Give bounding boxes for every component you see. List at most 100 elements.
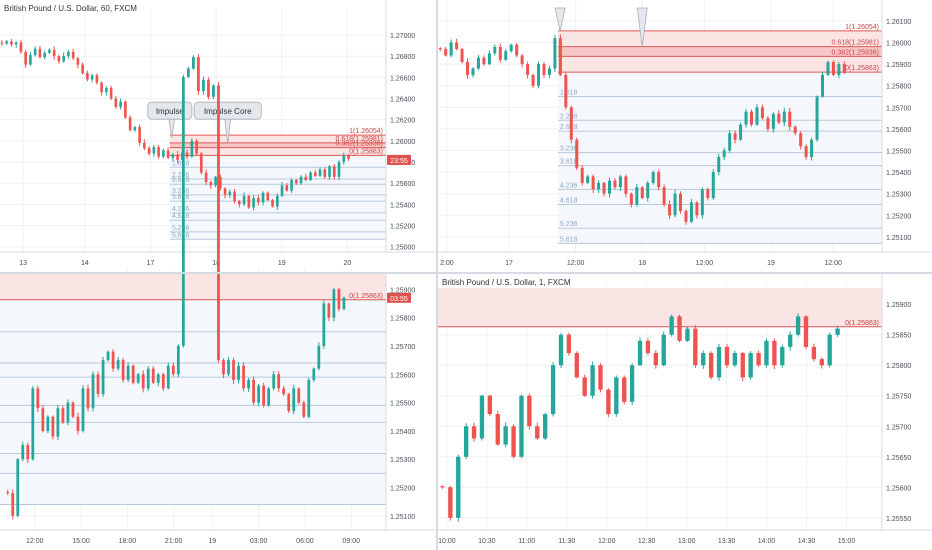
- chart-panel-hourly[interactable]: 1(1.26054) 0.618(1.25981) 0.382(1.25936) 0(…: [0, 0, 436, 272]
- candle-body: [151, 368, 155, 383]
- candle-body: [624, 176, 628, 194]
- candle-body: [793, 126, 797, 134]
- candle-body: [553, 38, 557, 69]
- candle-body: [237, 365, 240, 380]
- x-tick-label: 13: [19, 260, 27, 267]
- x-tick-label: 11:30: [558, 538, 575, 545]
- fib-level-label: 2.618: [172, 177, 190, 184]
- candle-body: [622, 377, 627, 402]
- y-tick-label: 1.25600: [390, 372, 415, 379]
- candle-body: [668, 204, 672, 216]
- candle-body: [535, 426, 540, 439]
- y-tick-label: 1.25400: [886, 170, 911, 177]
- x-tick-label: 12:00: [26, 538, 44, 545]
- candle-body: [342, 297, 346, 310]
- fib-level-label: 3.236: [172, 188, 190, 195]
- candle-body: [782, 111, 786, 123]
- candle-body: [181, 76, 185, 346]
- y-tick-label: 1.25200: [390, 224, 415, 231]
- y-tick-label: 1.25100: [390, 514, 415, 521]
- candle-body: [766, 118, 770, 129]
- price-badge-label: 23:55: [390, 158, 408, 165]
- candle-body: [61, 408, 65, 423]
- fib-level-label: 4.236: [560, 182, 578, 189]
- candle-body: [716, 346, 722, 378]
- candle-body: [212, 85, 215, 97]
- vertical-divider[interactable]: [436, 0, 438, 550]
- y-tick-label: 1.25300: [886, 192, 911, 199]
- y-tick-label: 1.25900: [886, 302, 911, 309]
- candle-body: [96, 374, 100, 395]
- x-tick-label: 10:30: [478, 538, 496, 545]
- price-badge: [387, 292, 411, 303]
- candle-body: [449, 42, 453, 56]
- candle-body: [662, 187, 666, 205]
- candle-body: [519, 395, 524, 457]
- candle-body: [803, 316, 809, 347]
- candle-body: [328, 166, 331, 177]
- candle-body: [487, 395, 493, 415]
- candle-body: [141, 374, 145, 389]
- candle-body: [547, 68, 551, 75]
- price-badge: [387, 154, 411, 165]
- candle-body: [711, 172, 715, 199]
- x-tick-label: 18:00: [119, 538, 137, 545]
- candle-body: [95, 75, 99, 83]
- fib-level-label: 1(1.26054): [349, 128, 383, 135]
- x-tick-label: 12:30: [638, 538, 656, 545]
- candle-body: [57, 56, 61, 62]
- candle-body: [119, 101, 122, 107]
- candle-body: [56, 408, 60, 437]
- candle-body: [124, 101, 127, 118]
- candle-body: [33, 48, 37, 56]
- candle-body: [227, 360, 230, 375]
- candle-body: [764, 340, 769, 366]
- chart-title: British Pound / U.S. Dollar, 1, FXCM: [442, 278, 571, 287]
- candle-body: [186, 68, 190, 77]
- candle-body: [299, 176, 303, 184]
- y-tick-label: 1.25400: [390, 429, 415, 436]
- candle-body: [190, 140, 194, 157]
- chart-title: British Pound / U.S. Dollar, 60, FXCM: [4, 4, 137, 13]
- chart-panel-minute-15[interactable]: 0(1.25863) 1.25900 1.25800 1.25700 1.25600 1.…: [0, 53, 436, 550]
- candle-body: [569, 107, 573, 140]
- candle-body: [739, 124, 743, 140]
- candle-body: [487, 53, 491, 65]
- x-tick-label: 19: [278, 260, 286, 267]
- chart-panel-minute-1[interactable]: 0(1.25863) 1.25900 1.25850 1.25800 1.25750 1.…: [438, 274, 932, 550]
- x-tick-label: 18: [212, 260, 220, 267]
- candle-body: [242, 195, 246, 205]
- candle-body: [133, 127, 137, 131]
- candle-body: [819, 359, 824, 366]
- fib-level-label: 0(1.25863): [349, 293, 383, 300]
- candle-body: [826, 61, 830, 75]
- candle-body: [780, 346, 785, 366]
- x-tick-label: 15:00: [72, 538, 90, 545]
- y-tick-label: 1.25600: [886, 485, 911, 492]
- candle-body: [511, 426, 516, 457]
- candle-body: [214, 176, 217, 186]
- x-tick-label: 19: [208, 538, 216, 545]
- fib-level-label: 0.618(1.25981): [336, 136, 383, 143]
- candle-body: [217, 85, 220, 361]
- y-tick-label: 1.25550: [886, 516, 911, 523]
- candle-body: [313, 172, 317, 176]
- horizontal-divider[interactable]: [0, 272, 932, 274]
- candle-body: [171, 365, 175, 375]
- candle-body: [192, 57, 195, 69]
- candle-body: [332, 289, 336, 318]
- chart-svg: 0(1.25863) 1.25900 1.25800 1.25700 1.25600 1.…: [0, 53, 436, 545]
- candle-body: [804, 146, 808, 157]
- chart-panel-hourly-zoom[interactable]: 1(1.26054) 0.618(1.25981) 0.382(1.25936) 0(…: [438, 0, 932, 272]
- candle-body: [48, 49, 51, 53]
- candle-body: [166, 365, 170, 389]
- candle-body: [11, 493, 15, 516]
- x-tick-label: 19: [767, 260, 775, 267]
- x-tick-label: 09:00: [342, 538, 360, 545]
- candle-body: [629, 193, 633, 205]
- y-tick-label: 1.26600: [390, 75, 415, 82]
- candle-body: [285, 185, 289, 191]
- candle-body: [67, 51, 70, 57]
- fib-level-label: 1.618: [172, 160, 190, 167]
- x-tick-label: 12:00: [824, 260, 842, 267]
